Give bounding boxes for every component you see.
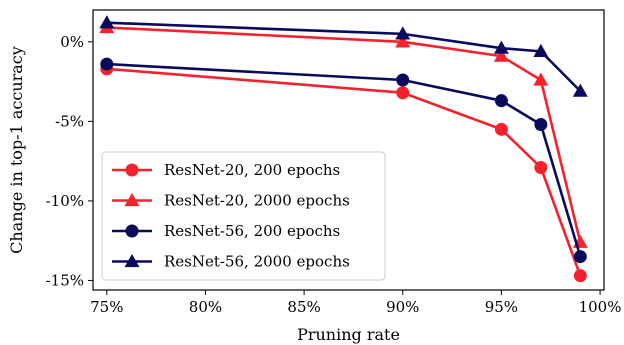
legend-marker (124, 254, 140, 268)
y-tick-label: 0% (60, 33, 84, 51)
legend-label: ResNet-56, 2000 epochs (164, 253, 350, 271)
plot-frame (92, 9, 605, 291)
legend-item: ResNet-56, 2000 epochs (112, 253, 350, 271)
legend-label: ResNet-56, 200 epochs (164, 222, 340, 240)
data-point (534, 161, 548, 174)
data-point (99, 15, 115, 29)
y-axis-label: Change in top-1 accuracy (7, 46, 26, 254)
data-point (533, 72, 549, 86)
x-tick-label: 90% (386, 298, 419, 316)
x-tick-label: 85% (287, 298, 320, 316)
x-tick-label: 95% (485, 298, 518, 316)
data-point (493, 40, 509, 54)
data-point (396, 86, 410, 100)
legend-item: ResNet-20, 2000 epochs (112, 192, 350, 210)
legend: ResNet-20, 200 epochs ResNet-20, 2000 epo… (101, 151, 386, 281)
y-tick-label: -15% (46, 271, 84, 289)
series-3 (100, 57, 587, 264)
y-tick-label: -10% (46, 192, 84, 210)
y-axis: 0% -5% -10% -15% (46, 33, 93, 289)
legend-marker (125, 224, 139, 238)
x-tick-label: 80% (189, 298, 222, 316)
legend-item: ResNet-56, 200 epochs (112, 222, 340, 240)
series-4 (99, 15, 588, 97)
data-point (395, 26, 411, 40)
legend-marker (125, 163, 139, 177)
legend-label: ResNet-20, 200 epochs (164, 161, 340, 179)
legend-item: ResNet-20, 200 epochs (112, 161, 340, 179)
legend-label: ResNet-20, 2000 epochs (164, 192, 350, 210)
x-axis: 75% 80% 85% 90% 95% 100% (90, 290, 621, 316)
data-point (533, 43, 549, 57)
legend-marker (124, 193, 140, 207)
x-tick-label: 100% (579, 298, 622, 316)
series-line (106, 21, 582, 93)
data-point (395, 34, 411, 48)
data-point (573, 269, 587, 283)
legend-box (101, 151, 386, 281)
data-point (573, 250, 587, 264)
series-marks (99, 15, 588, 283)
data-point (493, 48, 509, 62)
series-2 (99, 20, 588, 248)
data-point (572, 83, 588, 97)
data-point (494, 122, 508, 136)
data-point (396, 73, 410, 87)
y-tick-label: -5% (55, 112, 84, 130)
data-point (494, 94, 508, 108)
x-axis-label: Pruning rate (297, 325, 400, 344)
data-point (534, 118, 548, 132)
data-point (100, 57, 114, 71)
x-tick-label: 75% (90, 298, 123, 316)
